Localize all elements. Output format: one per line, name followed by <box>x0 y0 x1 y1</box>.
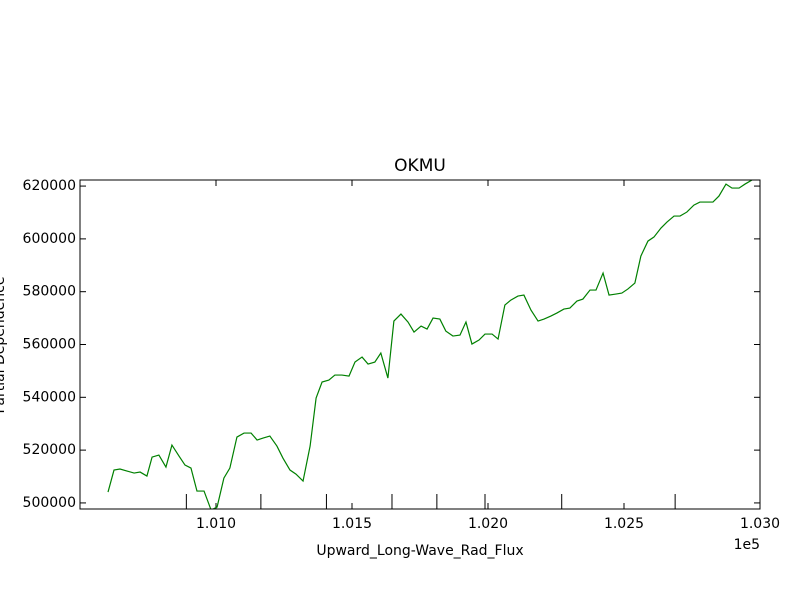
x-tick-label: 1.020 <box>468 516 508 532</box>
chart-title: OKMU <box>394 156 446 176</box>
x-tick-label: 1.015 <box>332 516 372 532</box>
y-tick-label: 500000 <box>23 495 76 511</box>
x-tick-label: 1.025 <box>604 516 644 532</box>
y-tick-label: 520000 <box>23 442 76 458</box>
y-axis-label: Partial Dependence <box>0 277 8 414</box>
x-axis-label: Upward_Long-Wave_Rad_Flux <box>316 543 523 559</box>
plot-frame <box>79 179 761 510</box>
y-tick-label: 600000 <box>23 231 76 247</box>
data-line <box>107 180 753 509</box>
x-tick-label: 1.010 <box>196 516 236 532</box>
x-offset-label: 1e5 <box>734 537 760 553</box>
y-tick-label: 560000 <box>23 337 76 353</box>
y-tick-label: 580000 <box>23 284 76 300</box>
plot-area <box>107 180 753 509</box>
y-tick-label: 620000 <box>23 178 76 194</box>
y-tick-label: 540000 <box>23 389 76 405</box>
x-tick-label: 1.030 <box>740 516 780 532</box>
